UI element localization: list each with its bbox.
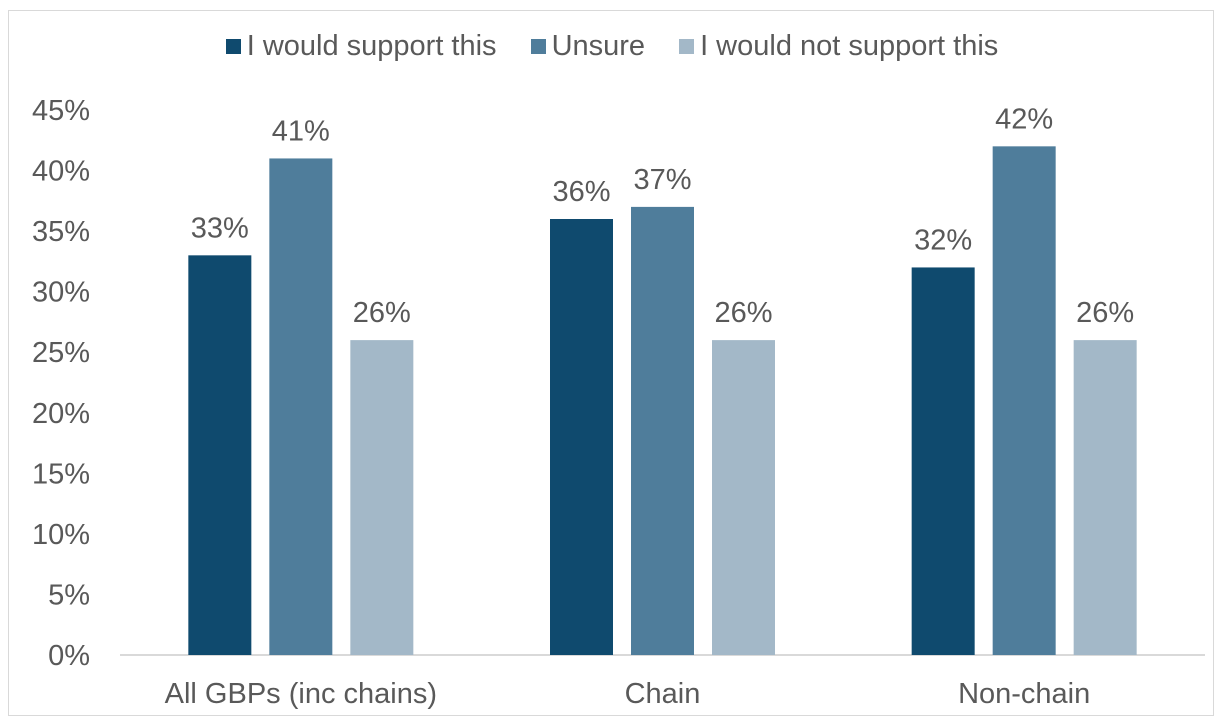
y-tick-label: 30% xyxy=(32,277,90,309)
bar xyxy=(631,206,694,655)
legend-item: I would support this xyxy=(225,30,497,63)
data-label: 32% xyxy=(914,224,972,256)
y-tick-label: 20% xyxy=(32,398,90,430)
bar xyxy=(269,158,333,655)
x-tick-label: Non-chain xyxy=(958,678,1090,710)
y-tick-label: 40% xyxy=(32,156,90,188)
y-tick-label: 45% xyxy=(32,95,90,127)
bar xyxy=(1073,340,1137,655)
data-label: 41% xyxy=(272,115,330,147)
legend-swatch xyxy=(530,39,546,54)
x-tick-label: All GBPs (inc chains) xyxy=(165,678,437,710)
data-label: 26% xyxy=(714,297,772,329)
y-tick-label: 15% xyxy=(32,458,90,490)
y-tick-label: 35% xyxy=(32,216,90,248)
legend-item: Unsure xyxy=(530,30,646,63)
data-label: 37% xyxy=(633,164,691,196)
y-tick-label: 25% xyxy=(32,337,90,369)
bar xyxy=(992,146,1056,656)
legend-swatch xyxy=(225,39,241,54)
data-label: 26% xyxy=(353,297,411,329)
x-tick-label: Chain xyxy=(625,678,701,710)
bar xyxy=(188,255,252,656)
legend-item: I would not support this xyxy=(679,30,998,63)
data-label: 26% xyxy=(1076,297,1134,329)
legend-label: I would not support this xyxy=(700,30,999,62)
y-tick-label: 10% xyxy=(32,519,90,551)
legend-label: I would support this xyxy=(246,30,497,62)
bar xyxy=(550,219,613,655)
bar xyxy=(911,267,975,655)
legend-label: Unsure xyxy=(551,30,646,62)
y-tick-label: 0% xyxy=(48,640,90,672)
bar xyxy=(350,340,414,655)
data-label: 36% xyxy=(552,176,610,208)
legend: I would support this Unsure I would not su… xyxy=(0,30,1224,63)
y-tick-label: 5% xyxy=(48,579,90,611)
data-label: 42% xyxy=(995,103,1053,135)
data-label: 33% xyxy=(191,212,249,244)
bar xyxy=(712,340,775,655)
legend-swatch xyxy=(679,39,695,54)
